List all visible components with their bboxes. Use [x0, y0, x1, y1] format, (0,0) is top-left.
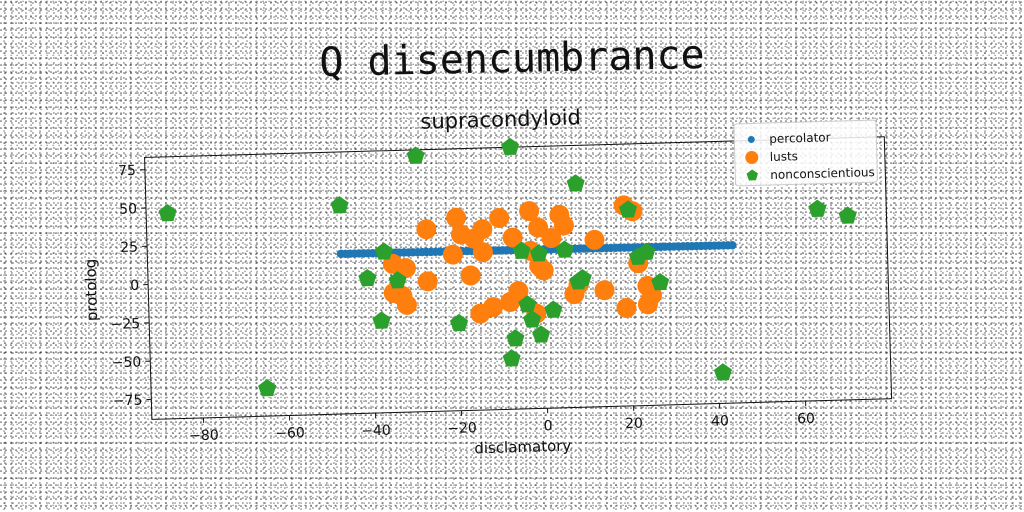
x-tick-label: 0 — [543, 418, 552, 434]
chart-title: supracondyloid — [420, 105, 581, 133]
x-tick-label: −40 — [361, 423, 391, 440]
point-lusts — [489, 208, 510, 229]
point-lusts — [442, 244, 463, 265]
point-lusts — [472, 242, 493, 263]
x-tick-label: −20 — [447, 420, 477, 437]
point-lusts — [470, 303, 491, 324]
points-layer — [158, 137, 857, 397]
point-nonconscientious — [555, 240, 574, 258]
y-tick-label: −75 — [113, 393, 143, 410]
point-lusts — [553, 215, 574, 236]
legend-box — [733, 119, 878, 187]
point-lusts — [584, 229, 605, 250]
point-lusts — [637, 294, 658, 315]
x-tick-label: −60 — [275, 425, 305, 442]
legend-label-nonconscientious: nonconscientious — [770, 165, 875, 182]
point-nonconscientious — [258, 379, 277, 397]
point-lusts — [396, 294, 417, 315]
legend-marker-lusts — [745, 150, 759, 164]
y-tick-label: 0 — [130, 278, 139, 294]
point-nonconscientious — [502, 349, 521, 367]
y-tick-label: 50 — [119, 201, 137, 217]
point-nonconscientious — [158, 204, 177, 222]
point-nonconscientious — [388, 271, 407, 289]
point-nonconscientious — [518, 295, 537, 313]
y-tick-label: 25 — [120, 240, 138, 256]
point-lusts — [417, 271, 438, 292]
point-nonconscientious — [501, 137, 520, 156]
x-axis-label: disclamatory — [474, 437, 572, 458]
point-lusts — [502, 227, 523, 248]
chart-area: supracondyloid −80 −60 −40 −20 0 20 40 60 −75 −50… — [81, 105, 893, 458]
legend-marker-percolator — [747, 135, 755, 143]
point-nonconscientious — [544, 300, 563, 318]
point-percolator — [728, 241, 737, 250]
point-nonconscientious — [372, 311, 391, 329]
point-nonconscientious — [532, 325, 551, 343]
point-nonconscientious — [512, 241, 531, 259]
point-nonconscientious — [566, 174, 585, 192]
point-lusts — [446, 207, 467, 228]
point-nonconscientious — [573, 269, 592, 287]
y-axis-label: protolog — [81, 259, 101, 322]
legend-marker-nonconscientious — [746, 169, 758, 181]
point-nonconscientious — [618, 200, 638, 218]
axes-layer: −80 −60 −40 −20 0 20 40 60 −75 −50 −25 0 25 50 75 — [110, 163, 815, 444]
point-nonconscientious — [358, 268, 377, 287]
point-nonconscientious — [651, 272, 670, 291]
point-lusts — [594, 280, 615, 301]
y-tick-label: 75 — [118, 163, 136, 179]
x-tick-label: −80 — [189, 427, 219, 444]
point-nonconscientious — [838, 206, 857, 224]
point-nonconscientious — [523, 310, 542, 328]
point-lusts — [616, 297, 637, 318]
x-tick-label: 60 — [797, 411, 815, 427]
point-nonconscientious — [506, 329, 525, 347]
x-tick-label: 40 — [711, 413, 729, 429]
point-nonconscientious — [330, 196, 349, 214]
point-nonconscientious — [374, 242, 393, 260]
point-lusts — [533, 260, 554, 281]
point-lusts — [500, 292, 521, 313]
point-lusts — [450, 224, 471, 245]
point-nonconscientious — [449, 313, 469, 332]
y-tick-label: −50 — [112, 354, 142, 371]
point-nonconscientious — [406, 146, 425, 164]
point-nonconscientious — [637, 242, 656, 261]
y-tick-label: −25 — [110, 316, 140, 333]
point-nonconscientious — [808, 199, 827, 218]
point-lusts — [416, 219, 437, 240]
point-lusts — [460, 265, 481, 286]
point-lusts — [541, 228, 562, 249]
legend-label-lusts: lusts — [770, 149, 799, 164]
legend-label-percolator: percolator — [769, 130, 831, 146]
point-nonconscientious — [529, 244, 548, 262]
point-nonconscientious — [713, 363, 732, 381]
point-lusts — [519, 201, 540, 222]
x-tick-label: 20 — [625, 416, 643, 432]
